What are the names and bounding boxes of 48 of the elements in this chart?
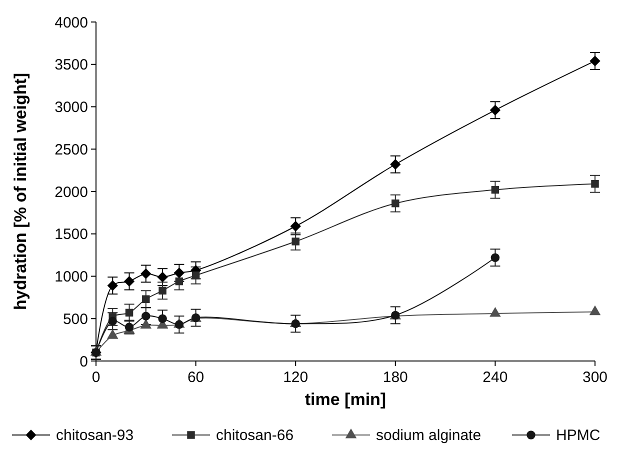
point bbox=[490, 307, 501, 317]
point bbox=[107, 280, 118, 291]
point bbox=[174, 268, 185, 278]
point bbox=[142, 295, 150, 304]
point bbox=[490, 253, 500, 262]
point bbox=[192, 272, 200, 280]
point bbox=[392, 199, 400, 208]
x-axis-title: time [min] bbox=[304, 390, 386, 409]
y-tick-label: 1000 bbox=[54, 268, 88, 286]
point bbox=[290, 220, 301, 232]
point bbox=[390, 159, 401, 170]
point bbox=[491, 186, 500, 194]
legend-label: sodium alginate bbox=[376, 427, 482, 444]
point bbox=[124, 276, 135, 287]
y-tick-label: 2500 bbox=[54, 141, 88, 158]
point bbox=[107, 329, 118, 339]
x-tick-label: 180 bbox=[382, 369, 408, 386]
x-tick-label: 300 bbox=[582, 369, 608, 386]
point bbox=[590, 56, 600, 66]
y-tick-label: 0 bbox=[80, 353, 88, 370]
x-tick-label: 120 bbox=[283, 369, 308, 386]
point bbox=[108, 316, 118, 326]
legend-label: chitosan-66 bbox=[216, 427, 294, 444]
y-tick-label: 500 bbox=[62, 310, 88, 328]
point bbox=[591, 180, 599, 188]
x-tick-label: 60 bbox=[187, 369, 204, 386]
x-tick-label: 0 bbox=[92, 369, 100, 386]
point bbox=[175, 277, 184, 286]
point bbox=[158, 314, 167, 323]
point bbox=[125, 308, 134, 317]
y-tick-label: 2000 bbox=[54, 184, 88, 201]
legend-label: chitosan-93 bbox=[56, 427, 134, 444]
y-tick-label: 4000 bbox=[54, 14, 88, 32]
point bbox=[589, 305, 601, 316]
y-axis-title: hydration [% of initial weight] bbox=[11, 72, 30, 310]
y-tick-label: 1500 bbox=[54, 226, 88, 244]
y-tick-label: 3500 bbox=[54, 56, 88, 74]
legend-label: HPMC bbox=[556, 427, 600, 444]
point bbox=[124, 322, 134, 332]
point bbox=[142, 312, 150, 320]
point bbox=[158, 286, 166, 295]
point bbox=[292, 238, 300, 246]
point bbox=[140, 268, 152, 280]
point bbox=[140, 318, 152, 329]
x-tick-label: 240 bbox=[482, 369, 508, 386]
point bbox=[157, 272, 168, 282]
y-tick-label: 3000 bbox=[54, 99, 88, 116]
point bbox=[490, 104, 501, 116]
